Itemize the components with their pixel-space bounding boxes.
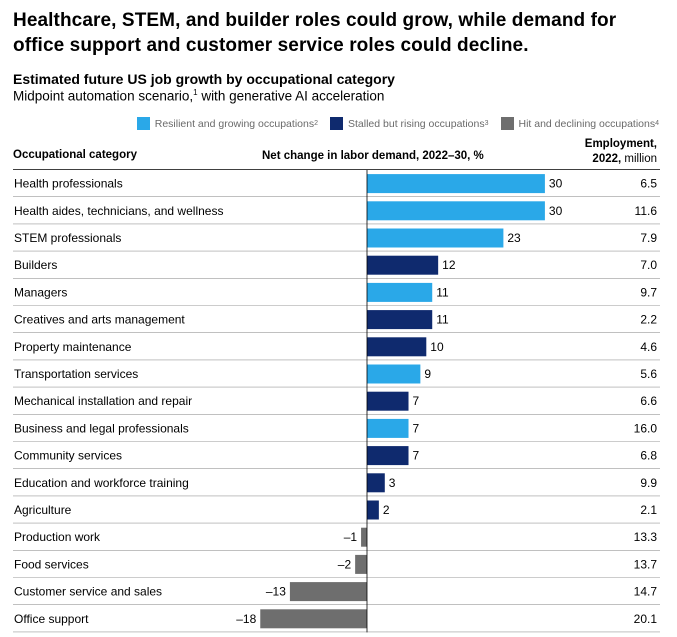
category-label: Health professionals [14, 177, 123, 191]
employment-value: 7.9 [640, 231, 657, 245]
bar [367, 310, 433, 330]
employment-value: 2.1 [640, 503, 657, 517]
category-label: Agriculture [14, 503, 72, 517]
employment-header-line1: Employment, [584, 138, 657, 150]
value-label: 9 [424, 367, 431, 381]
category-header: Occupational category [13, 149, 137, 161]
employment-value: 6.8 [640, 449, 657, 463]
category-label: Managers [14, 285, 67, 299]
category-label: Community services [14, 449, 122, 463]
category-label: Food services [14, 557, 89, 571]
bar [367, 201, 545, 221]
value-label: 30 [549, 204, 563, 218]
legend-swatch-resilient [136, 117, 150, 130]
category-label: Office support [14, 612, 89, 626]
value-label: 23 [507, 231, 521, 245]
chart-title: Estimated future US job growth by occupa… [13, 71, 395, 87]
bar [367, 228, 504, 248]
employment-value: 9.9 [640, 476, 657, 490]
bar [367, 500, 379, 520]
value-label: –2 [338, 557, 352, 571]
bar [367, 255, 439, 275]
legend-label-declining: Hit and declining occupations [518, 117, 656, 130]
bar [260, 609, 367, 629]
subtitle-footnote: 1 [193, 88, 198, 97]
legend: Resilient and growing occupations 2 Stall… [136, 117, 659, 130]
legend-item-stalled: Stalled but rising occupations 3 [330, 117, 489, 130]
bar [355, 554, 367, 574]
employment-header-year: 2022, [592, 153, 622, 165]
bar [367, 337, 427, 357]
legend-footnote-stalled: 3 [484, 120, 489, 127]
employment-header-line2: 2022, million [585, 152, 657, 167]
employment-value: 7.0 [640, 258, 657, 272]
category-label: Mechanical installation and repair [14, 394, 192, 408]
headline: Healthcare, STEM, and builder roles coul… [13, 10, 617, 56]
legend-label-resilient: Resilient and growing occupations [154, 117, 315, 130]
value-label: –1 [344, 530, 358, 544]
chart-subtitle: Midpoint automation scenario,1 with gene… [13, 88, 384, 104]
employment-value: 11.6 [635, 204, 658, 218]
employment-value: 4.6 [640, 340, 657, 354]
bar [289, 582, 367, 602]
value-label: 7 [413, 394, 420, 408]
subtitle-rest: with generative AI acceleration [197, 88, 385, 104]
value-header: Net change in labor demand, 2022–30, % [262, 150, 484, 162]
employment-value: 14.7 [634, 585, 658, 599]
category-label: STEM professionals [14, 231, 121, 245]
legend-footnote-resilient: 2 [314, 120, 318, 127]
category-label: Education and workforce training [14, 476, 189, 490]
employment-header-unit: million [621, 153, 657, 165]
value-label: 11 [436, 285, 449, 299]
bar [367, 364, 421, 384]
bar [367, 391, 409, 411]
subtitle-text: Midpoint automation scenario, [13, 88, 194, 104]
category-label: Customer service and sales [14, 585, 162, 599]
category-label: Health aides, technicians, and wellness [14, 204, 223, 218]
value-label: 2 [383, 503, 390, 517]
category-label: Property maintenance [14, 340, 132, 354]
employment-value: 13.7 [634, 557, 658, 571]
value-label: 7 [413, 449, 420, 463]
category-label: Transportation services [14, 367, 138, 381]
legend-item-declining: Hit and declining occupations 4 [500, 117, 659, 130]
employment-value: 6.6 [640, 394, 657, 408]
value-label: 3 [389, 476, 396, 490]
value-label: –13 [266, 585, 286, 599]
value-label: 12 [442, 258, 456, 272]
employment-value: 9.7 [640, 285, 657, 299]
bar [361, 527, 367, 547]
legend-label-stalled: Stalled but rising occupations [348, 117, 485, 130]
legend-swatch-stalled [330, 117, 343, 130]
bar [367, 446, 409, 466]
category-label: Business and legal professionals [14, 421, 189, 435]
value-label: –18 [236, 612, 256, 626]
employment-value: 2.2 [640, 313, 657, 327]
employment-value: 20.1 [634, 612, 658, 626]
employment-header: Employment, 2022, million [585, 137, 657, 167]
value-label: 10 [430, 340, 444, 354]
category-label: Production work [14, 530, 101, 544]
employment-value: 13.3 [634, 530, 658, 544]
employment-value: 5.6 [640, 367, 657, 381]
legend-item-resilient: Resilient and growing occupations 2 [136, 117, 318, 130]
employment-value: 6.5 [640, 177, 657, 191]
bar [367, 282, 433, 302]
value-label: 30 [549, 177, 563, 191]
bar [367, 418, 409, 438]
bar [367, 174, 545, 194]
employment-value: 16.0 [634, 421, 658, 435]
bar [367, 473, 385, 493]
value-label: 11 [436, 313, 449, 327]
category-label: Builders [14, 258, 57, 272]
value-label: 7 [413, 421, 420, 435]
legend-footnote-declining: 4 [655, 120, 659, 127]
legend-swatch-declining [500, 117, 514, 130]
category-label: Creatives and arts management [14, 313, 185, 327]
